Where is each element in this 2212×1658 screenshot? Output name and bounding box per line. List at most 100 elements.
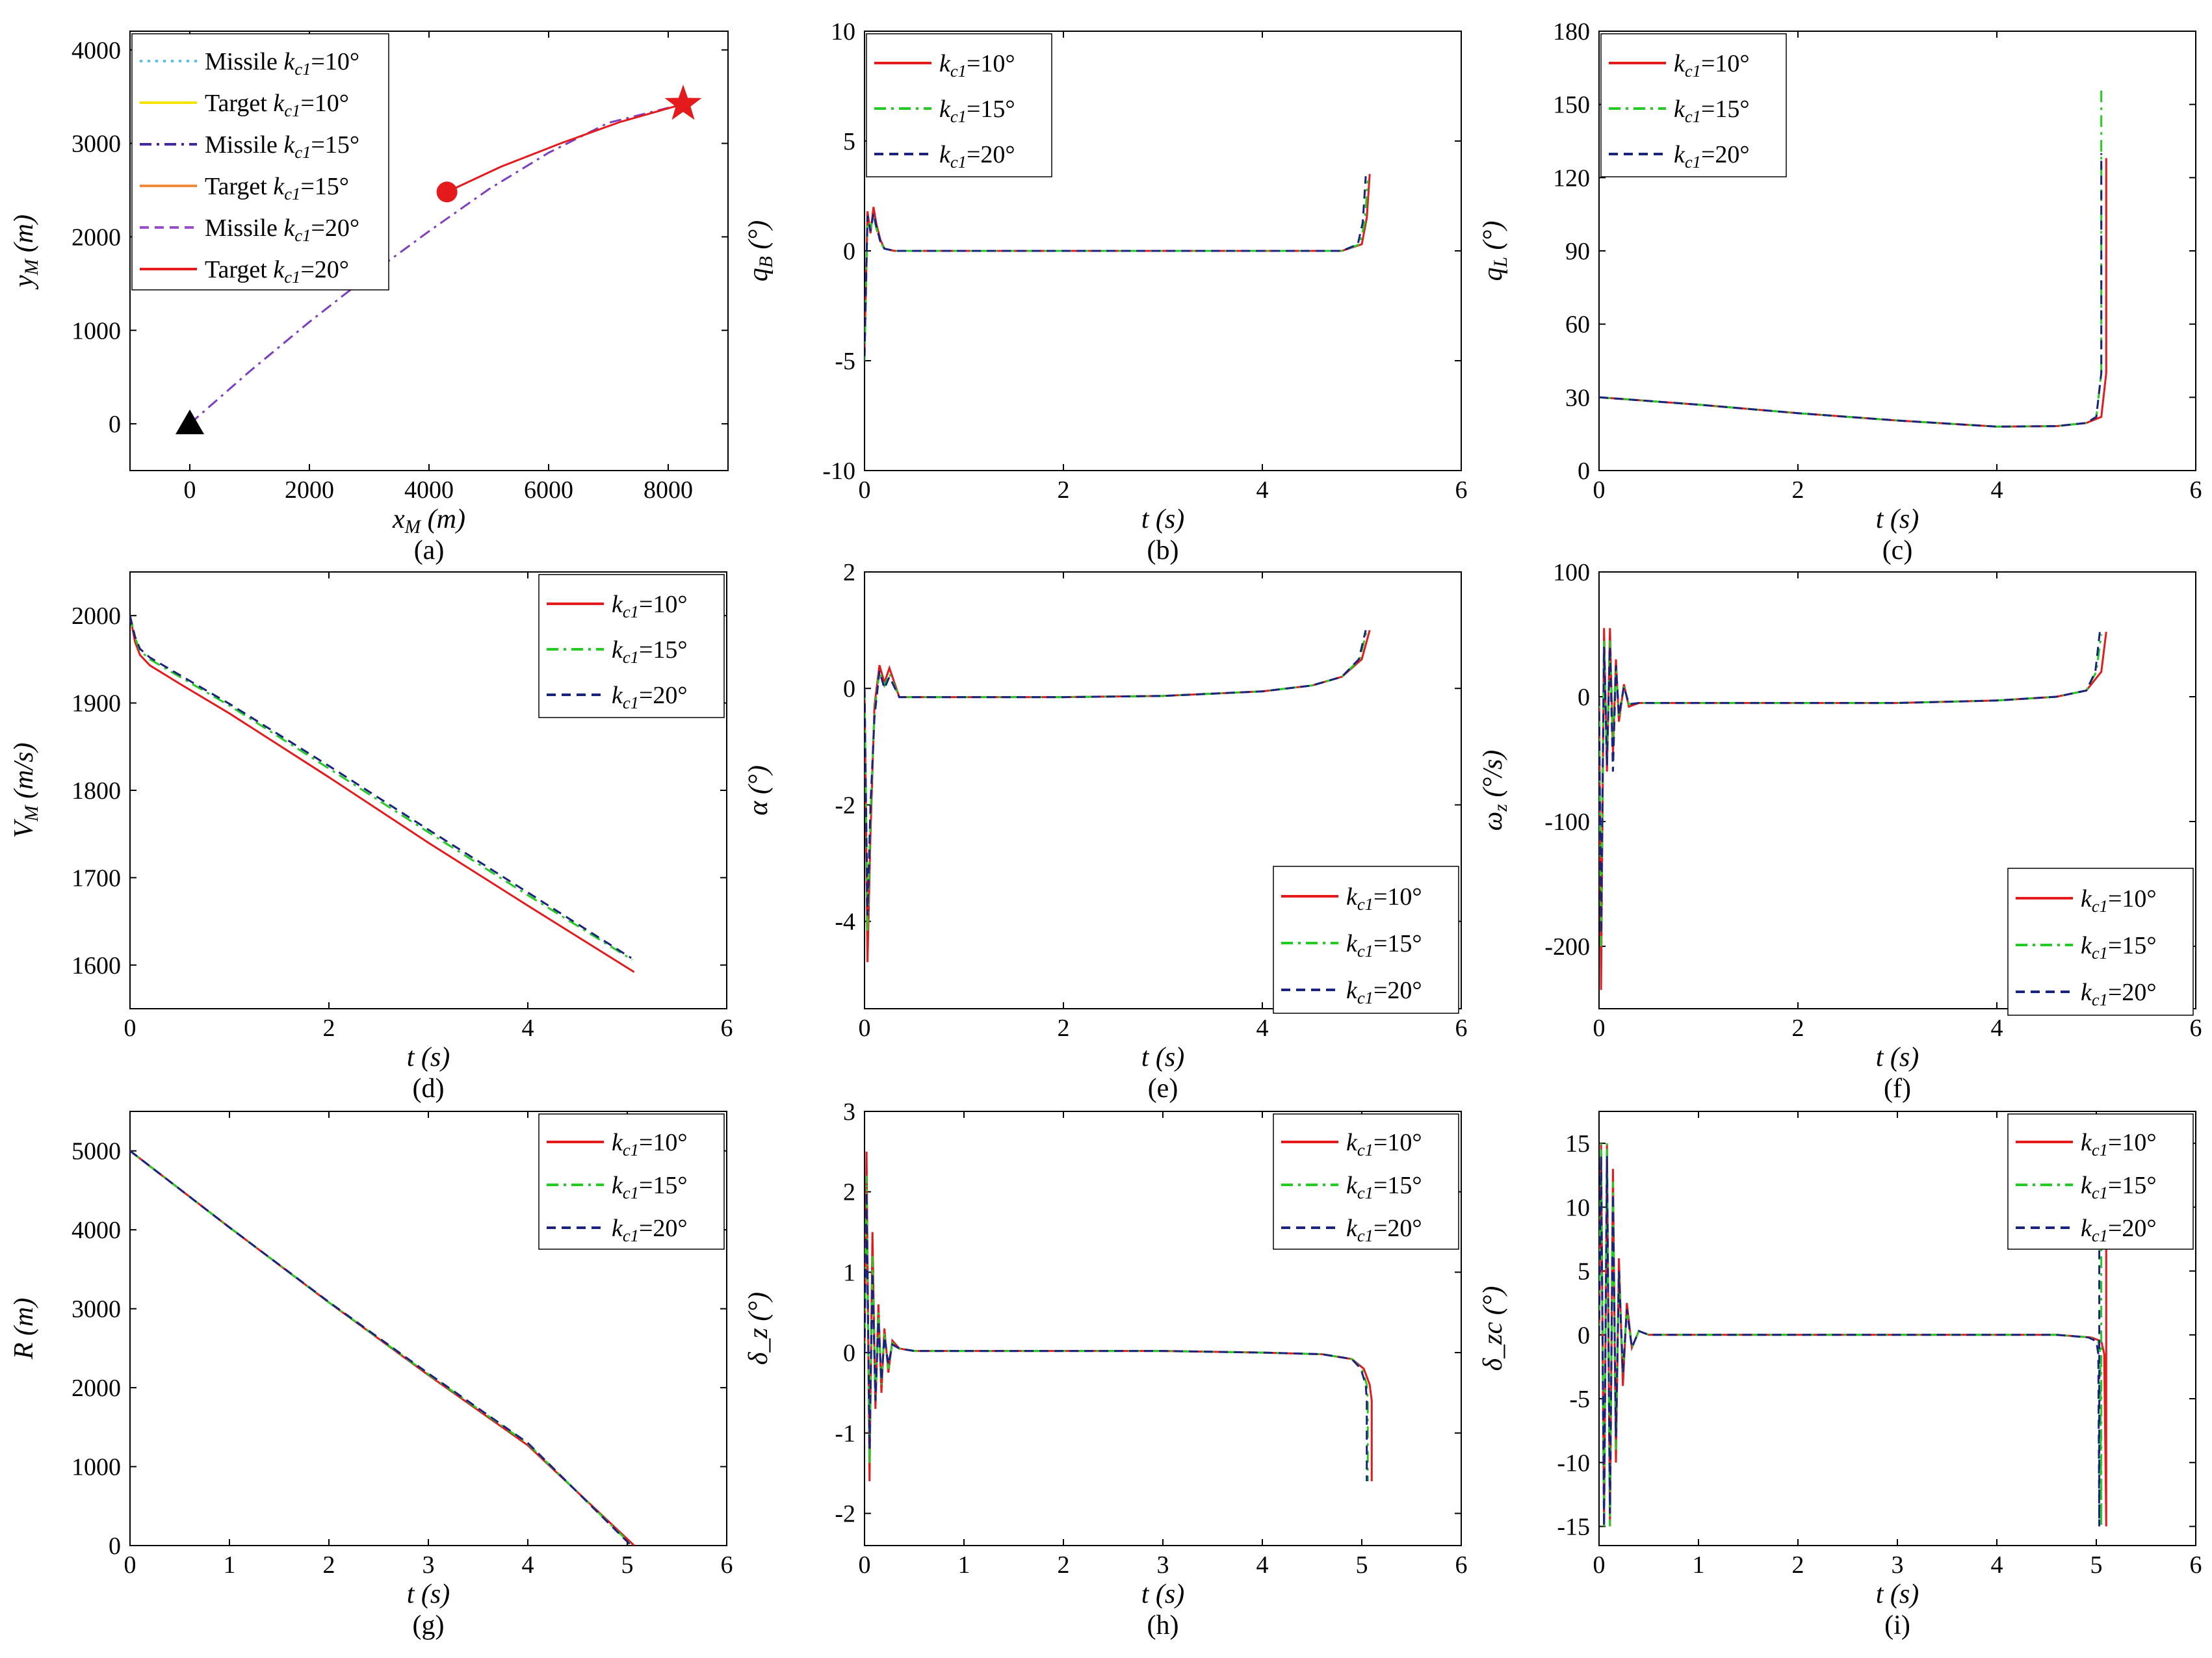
x-tick-label: 6 [2190, 476, 2202, 504]
x-tick-label: 6 [1455, 476, 1468, 504]
x-tick-label: 4 [1991, 476, 2003, 504]
y-tick-label: -5 [835, 348, 855, 375]
x-axis-label: t (s) [407, 1579, 450, 1609]
y-tick-label: 5 [1578, 1258, 1590, 1286]
y-tick-label: 120 [1553, 164, 1590, 192]
y-tick-label: -100 [1544, 809, 1590, 836]
y-tick-label: 1000 [72, 317, 121, 344]
legend-label: kc1=15° [1346, 930, 1422, 961]
x-tick-label: 6000 [524, 476, 573, 504]
legend-label: kc1=15° [612, 636, 688, 667]
legend-label: Missile kc1=15° [205, 131, 359, 162]
y-tick-label: 3000 [72, 131, 121, 158]
y-tick-label: 2000 [72, 602, 121, 630]
chart-panel-i: 0 1 2 3 4 5 6 -15 -10 -5 0 5 10 15 t (s) δ_zc (°) (i) kc1… [1478, 1111, 2202, 1640]
x-tick-label: 4 [1256, 1015, 1269, 1042]
y-tick-label: 4000 [72, 1217, 121, 1244]
y-tick-label: 1900 [72, 690, 121, 718]
y-tick-label: 0 [843, 675, 855, 703]
panel-caption: (d) [413, 1074, 445, 1104]
legend-label: kc1=20° [2081, 979, 2157, 1009]
y-axis-label: qL (°) [1478, 221, 1511, 281]
series-line-b-2 [865, 176, 1367, 357]
legend-label: kc1=15° [1346, 1172, 1422, 1202]
panel-caption: (e) [1148, 1074, 1178, 1104]
y-tick-label: -5 [1569, 1386, 1590, 1413]
legend-box [131, 33, 389, 291]
y-tick-label: 180 [1553, 18, 1590, 45]
y-tick-label: 3 [843, 1098, 855, 1126]
y-tick-label: 3000 [72, 1296, 121, 1323]
x-tick-label: 4000 [404, 476, 454, 504]
y-tick-label: -15 [1557, 1514, 1590, 1541]
x-tick-label: 4 [1256, 1551, 1269, 1579]
x-axis-label: t (s) [1141, 1043, 1185, 1072]
x-tick-label: 1 [1693, 1551, 1705, 1579]
legend-label: kc1=15° [612, 1172, 688, 1202]
series-line-a-1 [446, 103, 684, 193]
target-start-marker-circle [436, 181, 458, 203]
legend-label: kc1=10° [612, 591, 688, 621]
x-tick-label: 0 [859, 1551, 871, 1579]
legend-label: kc1=20° [1346, 1215, 1422, 1245]
panel-caption: (h) [1147, 1611, 1179, 1640]
legend-label: kc1=10° [612, 1129, 688, 1159]
series-line-f-2 [1599, 628, 2101, 934]
series-line-d-1 [130, 615, 633, 961]
x-tick-label: 5 [1356, 1551, 1368, 1579]
x-tick-label: 0 [859, 476, 871, 504]
x-tick-label: 0 [124, 1015, 137, 1042]
x-axis-label: t (s) [1141, 1579, 1185, 1609]
y-tick-label: 0 [109, 411, 121, 438]
x-tick-label: 4 [1256, 476, 1269, 504]
y-tick-label: 2 [843, 1179, 855, 1206]
series-line-h-2 [865, 1191, 1368, 1481]
legend: Missile kc1=10° Target kc1=10° Missile kc1… [131, 33, 389, 291]
legend-label: kc1=20° [1674, 141, 1750, 172]
x-tick-label: 1 [224, 1551, 236, 1579]
y-axis-label: δ_zc (°) [1478, 1286, 1508, 1371]
series-line-c-2 [1599, 153, 2103, 428]
y-tick-label: 1000 [72, 1454, 121, 1481]
y-tick-label: -2 [835, 1501, 855, 1528]
x-tick-label: 2 [1058, 476, 1070, 504]
y-tick-label: 1700 [72, 864, 121, 892]
y-axis-label: δ_z (°) [744, 1292, 774, 1365]
legend-label: Target kc1=10° [205, 90, 349, 120]
y-tick-label: 5000 [72, 1138, 121, 1165]
x-tick-label: 4 [1991, 1551, 2003, 1579]
legend-label: kc1=10° [939, 50, 1015, 81]
series-line-d-0 [130, 615, 635, 973]
y-tick-label: 0 [843, 238, 855, 265]
y-tick-label: 2 [843, 559, 855, 586]
x-tick-label: 6 [2190, 1551, 2202, 1579]
legend-box [2007, 868, 2194, 1016]
y-tick-label: 30 [1565, 384, 1590, 411]
y-tick-label: 0 [109, 1533, 121, 1560]
y-axis-label: VM (m/s) [9, 743, 42, 838]
y-tick-label: 90 [1565, 238, 1590, 265]
y-axis-label: ωz (°/s) [1478, 750, 1511, 831]
legend-label: Missile kc1=10° [205, 48, 359, 79]
panel-caption: (c) [1882, 536, 1913, 565]
x-tick-label: 2 [1792, 1015, 1804, 1042]
panel-caption: (i) [1884, 1611, 1910, 1640]
y-tick-label: 0 [1578, 1322, 1590, 1349]
x-axis-label: t (s) [407, 1043, 450, 1072]
legend-label: kc1=15° [1674, 96, 1750, 126]
x-tick-label: 0 [1593, 476, 1606, 504]
legend: kc1=10° kc1=15° kc1=20° [1273, 1113, 1459, 1250]
x-tick-label: 0 [1593, 1551, 1606, 1579]
series-line-e-2 [865, 630, 1367, 916]
legend-label: kc1=10° [2081, 885, 2157, 916]
x-tick-label: 6 [1455, 1015, 1468, 1042]
legend-label: kc1=20° [939, 141, 1015, 172]
y-tick-label: 100 [1553, 559, 1590, 586]
y-tick-label: 15 [1565, 1130, 1590, 1158]
intercept-marker-star [664, 84, 702, 120]
x-tick-label: 2 [323, 1015, 335, 1042]
panel-caption: (a) [414, 536, 445, 565]
